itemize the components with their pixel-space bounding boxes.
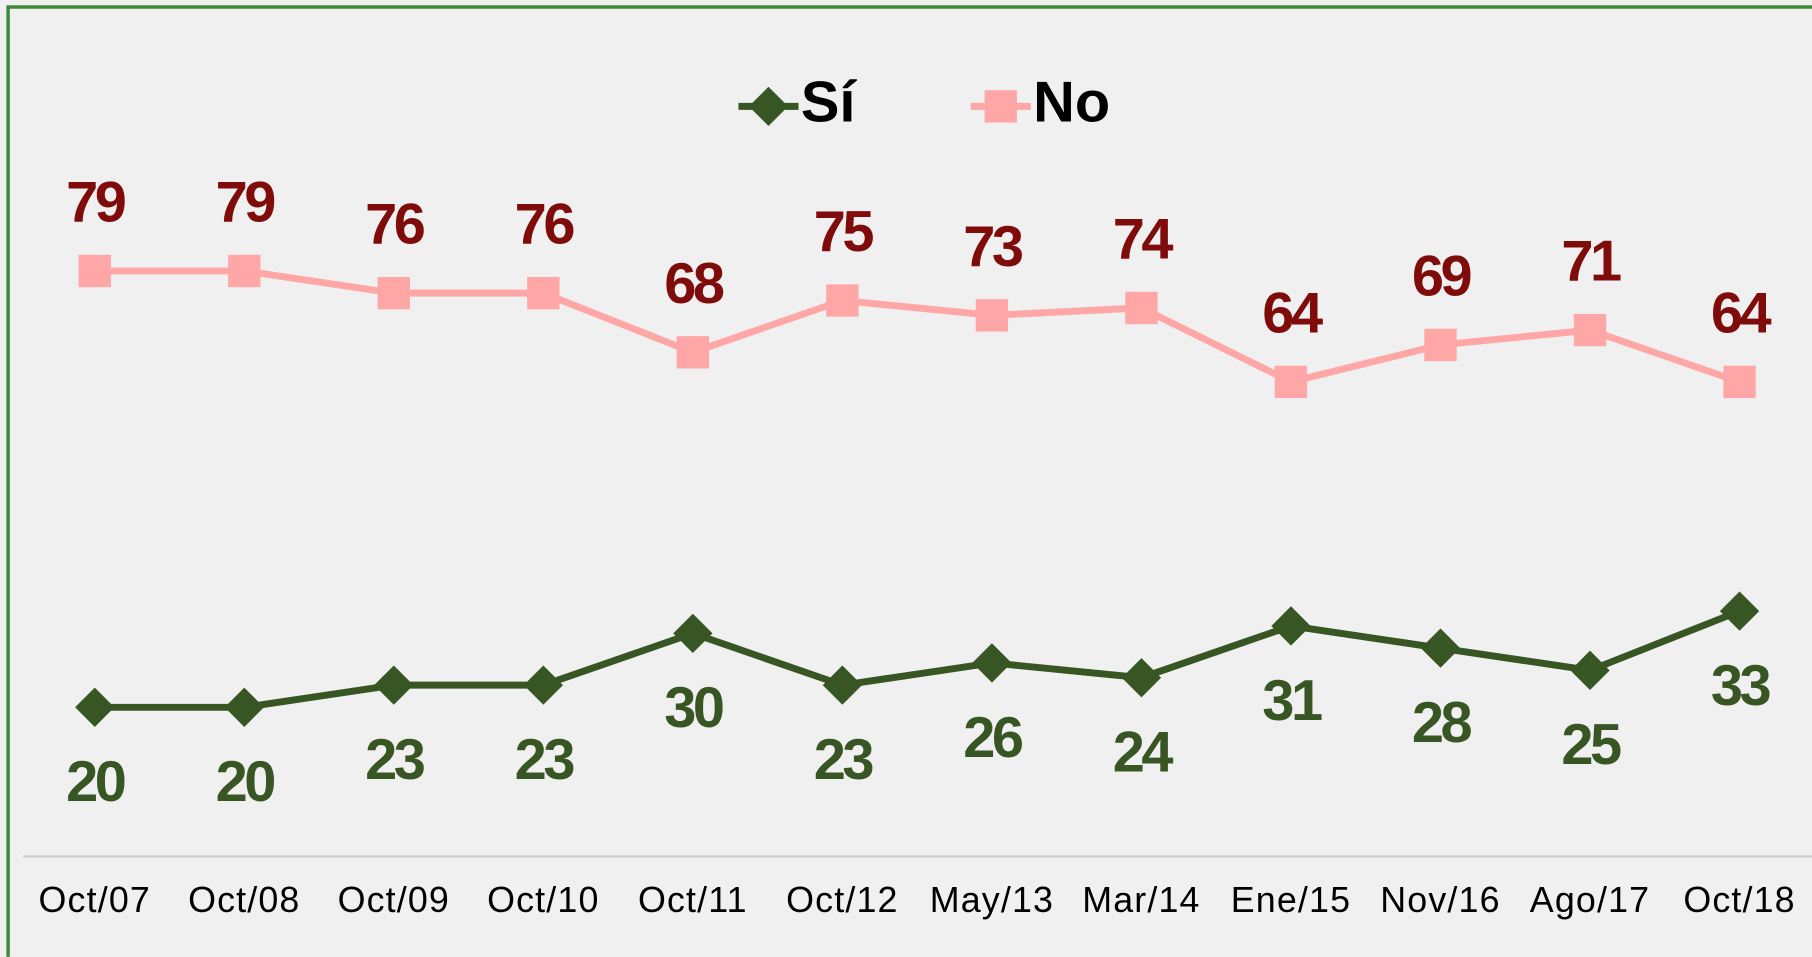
legend-label: No xyxy=(1033,71,1110,135)
x-tick-label: Nov/16 xyxy=(1380,880,1500,920)
x-tick-label: Oct/07 xyxy=(39,880,151,920)
point xyxy=(1570,650,1610,690)
series-line xyxy=(94,607,1741,711)
x-tick-label: Mar/14 xyxy=(1082,880,1200,920)
data-label: 68 xyxy=(664,252,724,316)
series-line xyxy=(94,267,1741,386)
data-label: 23 xyxy=(365,728,425,792)
point xyxy=(1420,628,1461,668)
point xyxy=(1723,365,1756,399)
x-tick-label: Oct/11 xyxy=(638,880,748,920)
x-tick-label: Oct/08 xyxy=(188,880,300,920)
point xyxy=(228,254,261,288)
data-label: 69 xyxy=(1412,244,1471,308)
legend-marker xyxy=(748,86,789,127)
data-label: 26 xyxy=(963,706,1023,770)
point xyxy=(1271,606,1311,646)
data-label: 71 xyxy=(1561,230,1621,294)
point xyxy=(1719,591,1760,631)
x-tick-label: Oct/12 xyxy=(786,880,898,920)
x-tick-label: Oct/10 xyxy=(487,880,599,920)
point xyxy=(676,336,710,369)
legend-marker xyxy=(984,90,1017,123)
data-label: 33 xyxy=(1711,654,1771,718)
x-tick-label: Ene/15 xyxy=(1231,880,1351,920)
data-label: 20 xyxy=(66,750,125,814)
point xyxy=(1125,291,1158,325)
data-label: 23 xyxy=(515,728,575,792)
data-label: 31 xyxy=(1262,669,1322,733)
point xyxy=(377,276,410,310)
point xyxy=(826,284,859,317)
x-tick-label: May/13 xyxy=(930,880,1054,920)
point xyxy=(75,687,115,727)
data-label: 76 xyxy=(515,193,575,257)
x-tick-label: Oct/18 xyxy=(1683,880,1795,920)
data-label: 75 xyxy=(814,200,874,264)
data-label: 73 xyxy=(963,215,1023,279)
point xyxy=(975,299,1009,332)
point xyxy=(1573,313,1607,347)
point xyxy=(1424,328,1457,362)
data-label: 74 xyxy=(1113,207,1174,271)
frame xyxy=(6,5,1812,957)
point xyxy=(374,665,414,705)
data-label: 25 xyxy=(1561,713,1621,777)
data-label: 64 xyxy=(1711,281,1772,345)
point xyxy=(527,276,560,310)
x-tick-label: Oct/09 xyxy=(338,880,450,920)
data-label: 30 xyxy=(664,676,723,740)
point xyxy=(1121,658,1162,698)
data-label: 79 xyxy=(66,171,125,235)
legend-label: Sí xyxy=(801,71,858,135)
point xyxy=(78,254,111,288)
data-label: 20 xyxy=(216,750,275,814)
data-label: 24 xyxy=(1113,721,1174,785)
data-label: 79 xyxy=(216,171,275,235)
point xyxy=(1274,365,1308,399)
x-tick-label: Ago/17 xyxy=(1530,880,1650,920)
point xyxy=(224,687,264,727)
data-label: 28 xyxy=(1412,691,1472,755)
data-label: 64 xyxy=(1262,281,1323,345)
data-label: 76 xyxy=(365,193,425,257)
data-label: 23 xyxy=(814,728,874,792)
point xyxy=(972,643,1012,683)
